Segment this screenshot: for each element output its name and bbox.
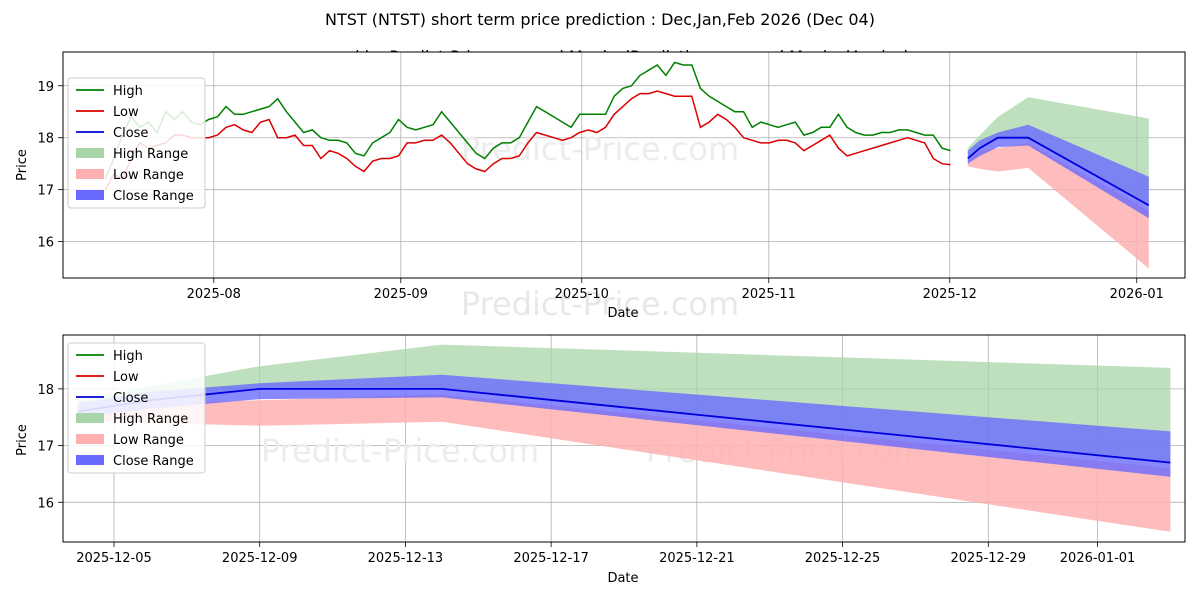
legend-label: Low bbox=[113, 105, 139, 120]
x-tick-label: 2025-12-17 bbox=[513, 551, 589, 566]
top-range-bands bbox=[967, 97, 1149, 269]
y-tick-label: 19 bbox=[37, 80, 54, 95]
legend-label: High bbox=[113, 84, 143, 99]
x-tick-label: 2025-12-25 bbox=[805, 551, 881, 566]
top-legend: High Low Close High Range Low Range Close Ran… bbox=[67, 77, 206, 209]
top-x-axis: 2025-08 2025-09 2025-10 2025-11 2025-12 2026-… bbox=[187, 278, 1164, 302]
top-panel: Predict-Price.com Predict-Price.com 2025… bbox=[15, 51, 1186, 323]
legend-swatch bbox=[76, 455, 104, 465]
x-tick-label: 2025-12-13 bbox=[368, 551, 444, 566]
legend-swatch bbox=[76, 190, 104, 200]
legend-label: Close bbox=[113, 126, 148, 141]
legend-label: High Range bbox=[113, 412, 188, 427]
y-tick-label: 16 bbox=[37, 236, 54, 251]
x-tick-label: 2025-12-05 bbox=[76, 551, 152, 566]
x-tick-label: 2026-01 bbox=[1110, 287, 1164, 302]
legend-label: Close Range bbox=[113, 454, 194, 469]
bottom-plot-frame bbox=[62, 334, 1186, 543]
top-x-axis-label: Date bbox=[607, 306, 638, 321]
bottom-y-axis-label: Price bbox=[15, 424, 30, 456]
legend-label: Close bbox=[113, 391, 148, 406]
x-tick-label: 2025-08 bbox=[187, 287, 241, 302]
close-forecast-line bbox=[967, 136, 1150, 207]
x-tick-label: 2025-10 bbox=[555, 287, 609, 302]
low-history-line bbox=[104, 90, 951, 191]
close-range-band bbox=[77, 374, 1171, 477]
top-plot-frame bbox=[62, 51, 1186, 279]
y-tick-label: 18 bbox=[37, 383, 54, 398]
top-watermark-center: Predict-Price.com bbox=[461, 130, 739, 168]
legend-swatch bbox=[76, 169, 104, 179]
bottom-x-axis: 2025-12-05 2025-12-09 2025-12-13 2025-12-17… bbox=[76, 542, 1135, 566]
legend-label: High bbox=[113, 349, 143, 364]
high-history-line bbox=[104, 61, 951, 180]
legend-swatch bbox=[76, 413, 104, 423]
x-tick-label: 2025-09 bbox=[374, 287, 428, 302]
x-tick-label: 2025-12-09 bbox=[222, 551, 298, 566]
chart-title: NTST (NTST) short term price prediction … bbox=[325, 10, 875, 29]
legend-label: Low Range bbox=[113, 433, 184, 448]
top-series-lines bbox=[104, 61, 1150, 207]
y-tick-label: 18 bbox=[37, 132, 54, 147]
legend-label: Low bbox=[113, 370, 139, 385]
legend-label: Close Range bbox=[113, 189, 194, 204]
bottom-watermark-left: Predict-Price.com bbox=[261, 432, 539, 470]
top-watermark: Predict-Price.com bbox=[461, 285, 739, 323]
legend-swatch bbox=[76, 148, 104, 158]
x-tick-label: 2025-11 bbox=[742, 287, 796, 302]
y-tick-label: 17 bbox=[37, 184, 54, 199]
bottom-legend: High Low Close High Range Low Range Close Ran… bbox=[67, 342, 206, 474]
close-range-band bbox=[967, 124, 1149, 219]
legend-swatch bbox=[76, 434, 104, 444]
x-tick-label: 2026-01-01 bbox=[1060, 551, 1136, 566]
legend-label: High Range bbox=[113, 147, 188, 162]
top-y-axis: 16 17 18 19 bbox=[37, 80, 63, 251]
bottom-y-axis: 16 17 18 bbox=[37, 383, 63, 511]
low-range-band bbox=[967, 142, 1149, 269]
x-tick-label: 2025-12-29 bbox=[951, 551, 1027, 566]
y-tick-label: 16 bbox=[37, 496, 54, 511]
top-y-axis-label: Price bbox=[15, 149, 30, 181]
bottom-panel: Predict-Price.com Predict-Price.com 2025… bbox=[15, 334, 1186, 586]
y-tick-label: 17 bbox=[37, 440, 54, 455]
x-tick-label: 2025-12 bbox=[923, 287, 977, 302]
x-tick-label: 2025-12-21 bbox=[659, 551, 735, 566]
legend-label: Low Range bbox=[113, 168, 184, 183]
bottom-x-axis-label: Date bbox=[607, 571, 638, 586]
